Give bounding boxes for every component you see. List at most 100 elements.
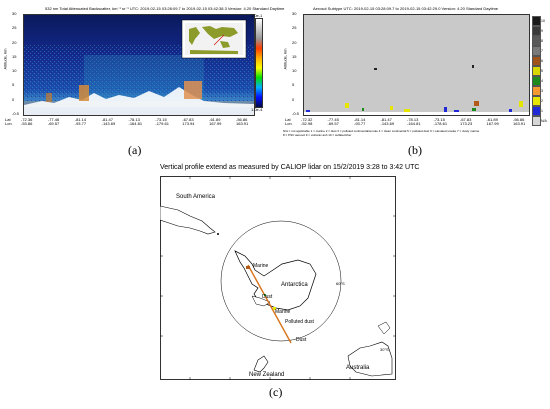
panel-a-lon-tick: -164.81 [128, 121, 143, 126]
panel-b-colorbar-swatch: N/A [532, 116, 547, 126]
panel-b-lon-tick: -164.81 [407, 121, 421, 126]
panel-a-y-tick: 0 [12, 96, 15, 102]
panel-c-title: Vertical profile extend as measured by C… [160, 164, 420, 171]
panel-b-colorbar-label: N/A [541, 119, 547, 123]
panel-a-lat-tick: -67.83 [182, 117, 194, 122]
panel-a-y-label: Altitude, km [2, 48, 8, 70]
panel-b-y-tick: 10 [292, 68, 297, 74]
panel-b-colorbar-swatch: 9 [532, 26, 543, 36]
panel-b-colorbar-swatch: 8 [532, 36, 543, 46]
panel-b-caption: (b) [408, 143, 422, 157]
panel-b-lon-tick: -93.77 [354, 121, 366, 126]
aerosol-subtype-plot [303, 14, 530, 116]
panel-b-lon-tick: -143.69 [380, 121, 395, 126]
label-new-zealand: New Zealand [249, 372, 285, 378]
panel-b-lon-tick: -178.61 [433, 121, 448, 126]
panel-b-y-tick: 20 [292, 39, 297, 45]
panel-c-caption: (c) [269, 385, 283, 399]
label-30s: 30°S [380, 347, 389, 352]
label-antarctica: Antarctica [281, 282, 308, 288]
panel-b-colorbar-label: 5 [541, 69, 543, 73]
panel-b-lat-tick: -78.13 [407, 117, 419, 122]
panel-b-y-tick: -0.5 [292, 111, 299, 116]
panel-b: Aerosol Subtype UTC: 2019-02-15 03:28:09… [282, 2, 547, 158]
panel-a-lon-tick: 163.91 [236, 121, 249, 126]
panel-b-lat-tick: -81.47 [380, 117, 392, 122]
panel-b-colorbar-swatch: 10 [532, 16, 545, 26]
panel-b-colorbar-swatch: 2 [532, 96, 543, 106]
panel-b-lat-tick: -56.86 [513, 117, 525, 122]
panel-b-y-tick: 15 [292, 53, 297, 59]
panel-b-colorbar-label: 7 [541, 49, 543, 53]
panel-a-y-tick: 10 [12, 68, 17, 74]
panel-b-colorbar-swatch: 7 [532, 46, 543, 56]
panel-a-y-tick: 15 [12, 53, 17, 59]
panel-b-colorbar-swatch: 6 [532, 56, 543, 66]
panel-a-y-tick: -0.5 [12, 111, 19, 116]
panel-b-row-label: Lat [285, 117, 291, 122]
panel-a-row-label: Lat [5, 117, 11, 122]
panel-b-colorbar-swatch: 4 [532, 76, 543, 86]
panel-a-lat-tick: -77.46 [47, 117, 60, 122]
label-marine-top: Marine [253, 263, 269, 269]
panel-b-colorbar: 10 9 8 7 6 5 4 3 2 1 N/A [532, 16, 547, 126]
panel-a-lat-tick: -56.86 [236, 117, 248, 122]
panel-a-lat-tick: -72.36 [21, 117, 33, 122]
panel-b-colorbar-swatch: 5 [532, 66, 543, 76]
panel-b-lat-tick: -77.45 [327, 117, 339, 122]
panel-b-y-tick: 5 [292, 82, 295, 88]
panel-a-y-tick: 5 [12, 82, 15, 88]
backscatter-plot [23, 14, 255, 116]
antarctica-map [160, 176, 396, 380]
panel-a-title: 532 nm Total Attenuated Backscatter, km⁻… [45, 6, 285, 11]
panel-b-colorbar-label: 2 [541, 99, 543, 103]
panel-a: 532 nm Total Attenuated Backscatter, km⁻… [2, 2, 284, 158]
panel-a-colorbar [255, 18, 263, 108]
panel-a-lat-tick: -81.14 [74, 117, 87, 122]
panel-a-row-label: Lon [5, 121, 12, 126]
label-south-america: South America [176, 194, 216, 200]
panel-a-lon-tick: -179.61 [155, 121, 169, 126]
panel-b-title: Aerosol Subtype UTC: 2019-02-15 03:28:09… [313, 6, 499, 11]
panel-b-lat-tick: -72.32 [301, 117, 313, 122]
label-dust-low: Dust [296, 337, 307, 343]
panel-b-legend-line1: N/A = not applicable 1 = marine 2 = dust… [283, 129, 480, 133]
panel-b-colorbar-label: 10 [541, 19, 545, 23]
panel-c: Vertical profile extend as measured by C… [0, 160, 550, 409]
panel-a-lat-tick: -73.15 [155, 117, 167, 122]
label-60s: 60°S [336, 281, 345, 286]
panel-b-y-tick: 0 [292, 96, 295, 102]
panel-b-colorbar-swatch: 1 [532, 106, 543, 116]
panel-a-lat-tick: -61.89 [209, 117, 221, 122]
panel-b-lon-tick: 167.99 [486, 121, 499, 126]
panel-b-y-label: Altitude, km [282, 48, 288, 70]
panel-b-colorbar-swatch: 3 [532, 86, 543, 96]
panel-b-lon-tick: 163.91 [513, 121, 526, 126]
panel-a-lon-tick: -53.86 [21, 121, 33, 126]
panel-b-lon-tick: 173.23 [460, 121, 473, 126]
panel-b-lat-tick: -61.89 [486, 117, 498, 122]
label-polluted-dust: Polluted dust [285, 319, 314, 325]
panel-b-lon-tick: -52.98 [301, 121, 313, 126]
panel-a-lat-tick: -78.13 [128, 117, 140, 122]
panel-b-colorbar-label: 6 [541, 59, 543, 63]
panel-a-lon-tick: -69.57 [47, 121, 60, 126]
panel-a-caption: (a) [128, 143, 142, 157]
panel-b-lat-tick: -81.14 [354, 117, 366, 122]
panel-a-lon-tick: 167.99 [209, 121, 222, 126]
panel-a-y-tick: 25 [12, 25, 17, 31]
panel-b-legend-line2: 8 = PSC aerosol 9 = volcanic ash 10 = su… [283, 133, 352, 137]
panel-a-lon-tick: 173.94 [182, 121, 195, 126]
panel-a-colorbar-bottom: 1.0e-4 [251, 107, 263, 112]
panel-b-colorbar-label: 1 [541, 109, 543, 113]
label-dust-mid: Dust [262, 294, 273, 300]
label-australia: Australia [346, 365, 370, 371]
panel-b-colorbar-label: 8 [541, 39, 543, 43]
panel-b-lon-tick: -69.57 [327, 121, 339, 126]
panel-b-lat-tick: -73.15 [433, 117, 445, 122]
panel-b-y-tick: 25 [292, 25, 297, 31]
label-marine-low: Marine [275, 309, 291, 315]
panel-b-colorbar-label: 9 [541, 29, 543, 33]
panel-b-lat-tick: -67.83 [460, 117, 472, 122]
panel-b-colorbar-label: 4 [541, 79, 543, 83]
